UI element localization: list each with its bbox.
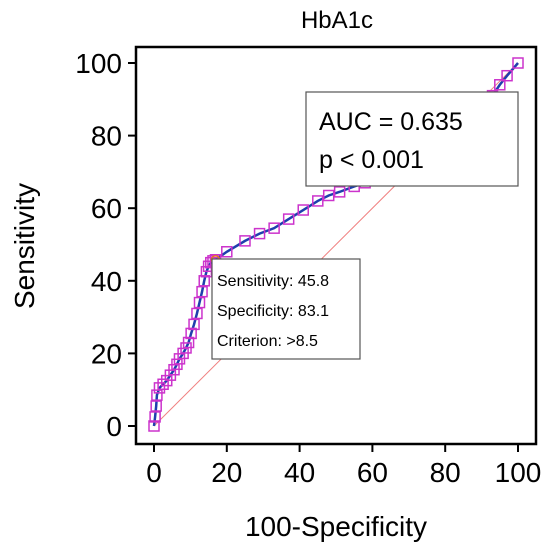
y-tick-label: 60 [91, 193, 122, 224]
roc-point [268, 222, 280, 234]
roc-point [221, 246, 233, 258]
criterion-specificity: Specificity: 83.1 [217, 303, 329, 320]
y-tick-label: 20 [91, 338, 122, 369]
roc-point [148, 420, 160, 432]
roc-point [193, 296, 206, 309]
plot-frame [134, 45, 538, 446]
x-tick-label: 60 [357, 457, 388, 488]
roc-point [512, 57, 524, 69]
auc-value: AUC = 0.635 [319, 108, 463, 136]
p-value: p < 0.001 [319, 146, 424, 174]
x-axis: 0 20 40 60 80 100 [146, 444, 541, 488]
roc-point [188, 318, 200, 331]
roc-point [198, 275, 210, 287]
roc-point [185, 327, 197, 340]
roc-point [322, 189, 335, 202]
y-axis-label: Sensitivity [9, 183, 40, 309]
y-tick-label: 80 [91, 121, 122, 152]
x-tick-label: 20 [211, 457, 242, 488]
x-tick-label: 0 [146, 457, 162, 488]
roc-point [297, 204, 309, 216]
roc-point [494, 79, 506, 91]
roc-point [253, 227, 266, 240]
criterion-sensitivity: Sensitivity: 45.8 [217, 273, 329, 290]
auc-box: AUC = 0.635 p < 0.001 [305, 91, 519, 187]
chart-title: HbA1c [301, 7, 373, 34]
criterion-threshold: Criterion: >8.5 [217, 333, 318, 350]
roc-point [333, 186, 346, 198]
y-tick-label: 100 [75, 48, 122, 79]
roc-point [196, 285, 208, 298]
criterion-box: Sensitivity: 45.8 Specificity: 83.1 Crit… [211, 258, 361, 360]
y-tick-label: 0 [106, 411, 122, 442]
roc-point [150, 400, 162, 412]
roc-point [151, 389, 163, 401]
y-tick-label: 40 [91, 266, 122, 297]
roc-point [312, 195, 324, 207]
roc-point [239, 235, 251, 247]
roc-point [191, 307, 203, 320]
roc-point [153, 382, 166, 394]
x-tick-label: 100 [495, 457, 542, 488]
roc-point [182, 336, 195, 349]
roc-point [157, 378, 169, 391]
x-tick-label: 80 [430, 457, 461, 488]
roc-point [149, 411, 161, 423]
roc-point [501, 69, 513, 82]
x-axis-label: 100-Specificity [245, 511, 427, 542]
x-tick-label: 40 [284, 457, 315, 488]
roc-point [282, 213, 295, 225]
y-axis: 0 20 40 60 80 100 [75, 48, 136, 442]
